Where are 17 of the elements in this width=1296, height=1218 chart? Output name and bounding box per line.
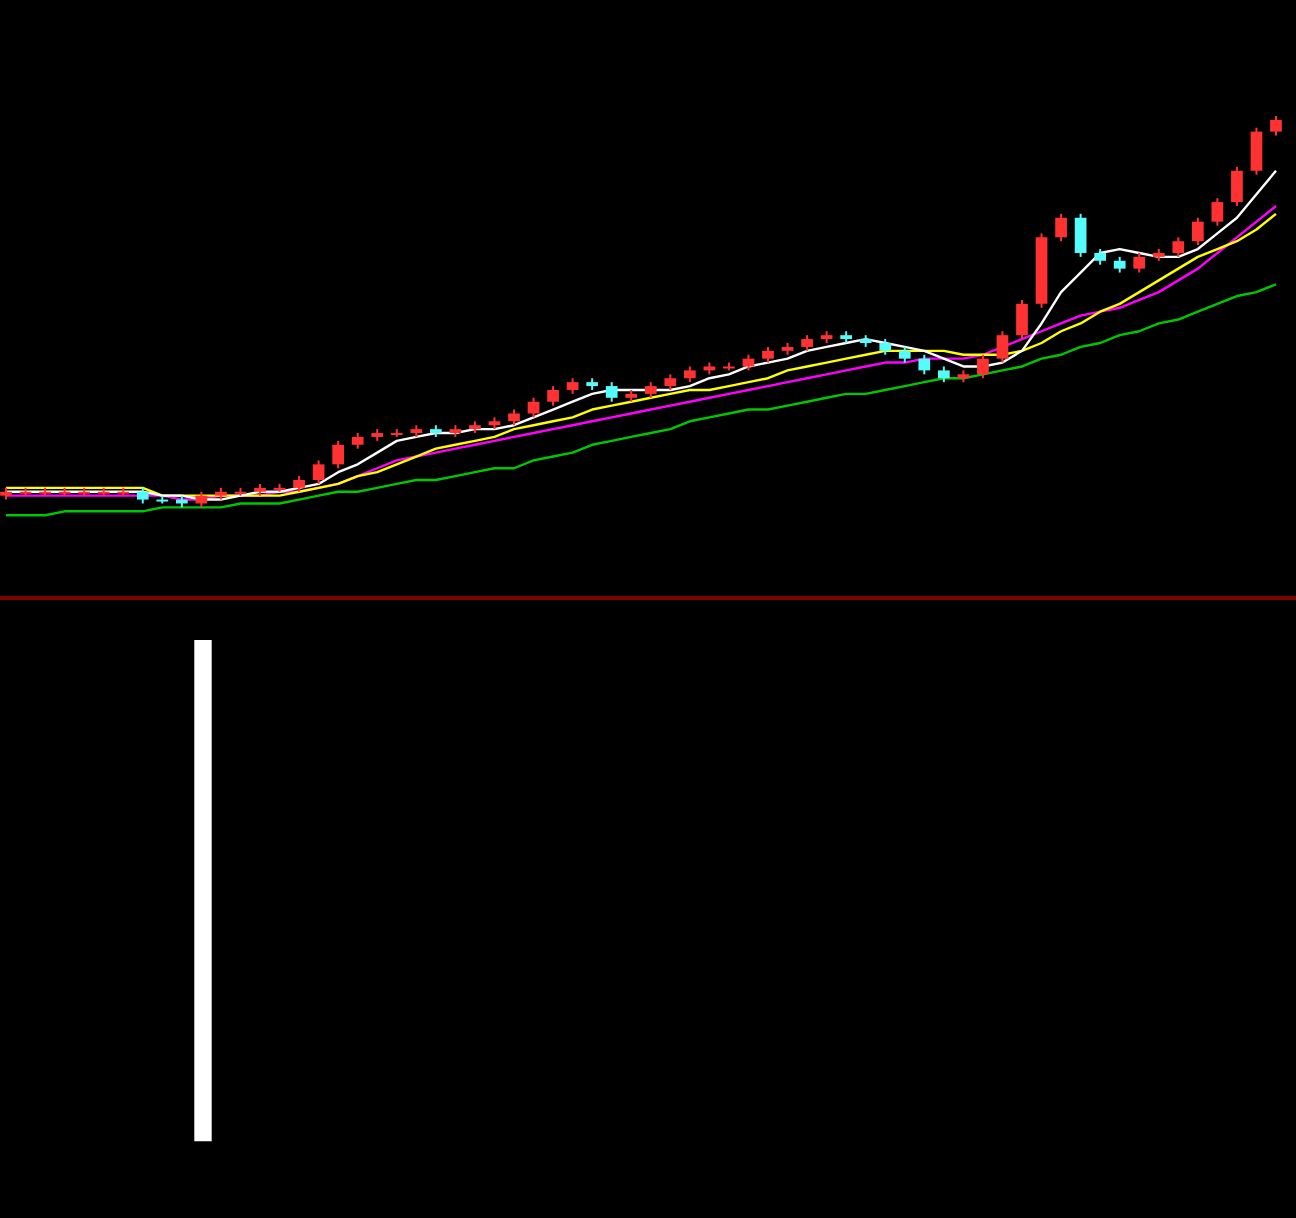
candlestick [605, 381, 618, 403]
candlestick [1172, 236, 1185, 258]
candlestick [996, 330, 1009, 364]
candlestick [1055, 212, 1067, 243]
candlestick [1191, 216, 1204, 247]
candlestick [1250, 126, 1263, 176]
candlestick [1211, 197, 1224, 227]
candlestick [332, 439, 345, 470]
candlestick [1133, 251, 1146, 274]
candlestick [1016, 298, 1028, 341]
candlestick [312, 459, 325, 485]
candlestick [547, 385, 559, 407]
candlestick [977, 353, 989, 380]
candlestick [918, 353, 931, 376]
candlestick [1270, 114, 1282, 137]
candlestick [1231, 165, 1243, 207]
candlestick [1074, 212, 1087, 258]
